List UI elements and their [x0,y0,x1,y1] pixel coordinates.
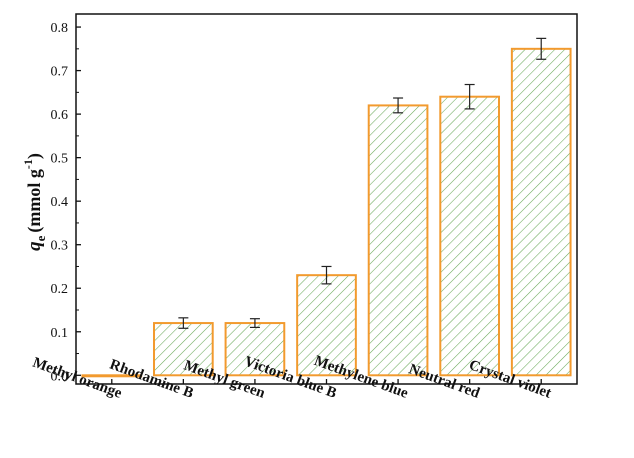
y-tick-label: 0.5 [51,152,69,167]
y-tick-label: 0.1 [51,326,69,341]
bar [510,47,572,377]
bar [296,274,357,377]
y-tick-label: 0.8 [51,21,69,36]
y-axis: 0.0 0.1 0.2 0.3 0.4 0.5 0.6 0.7 0.8 [51,21,81,384]
y-tick-label: 0.4 [51,195,69,210]
y-tick-label: 0.3 [51,239,69,254]
y-tick-label: 0.7 [51,65,69,80]
y-tick-label: 0.2 [51,282,69,297]
bar [367,104,429,377]
bars [81,37,572,378]
x-axis [111,379,542,384]
y-tick-label: 0.6 [51,108,69,123]
bar [439,95,500,377]
bar [224,322,286,377]
y-tick-label: 0.0 [51,369,69,384]
y-axis-title: qe(mmol g-1) [21,153,48,251]
bar [81,374,143,378]
